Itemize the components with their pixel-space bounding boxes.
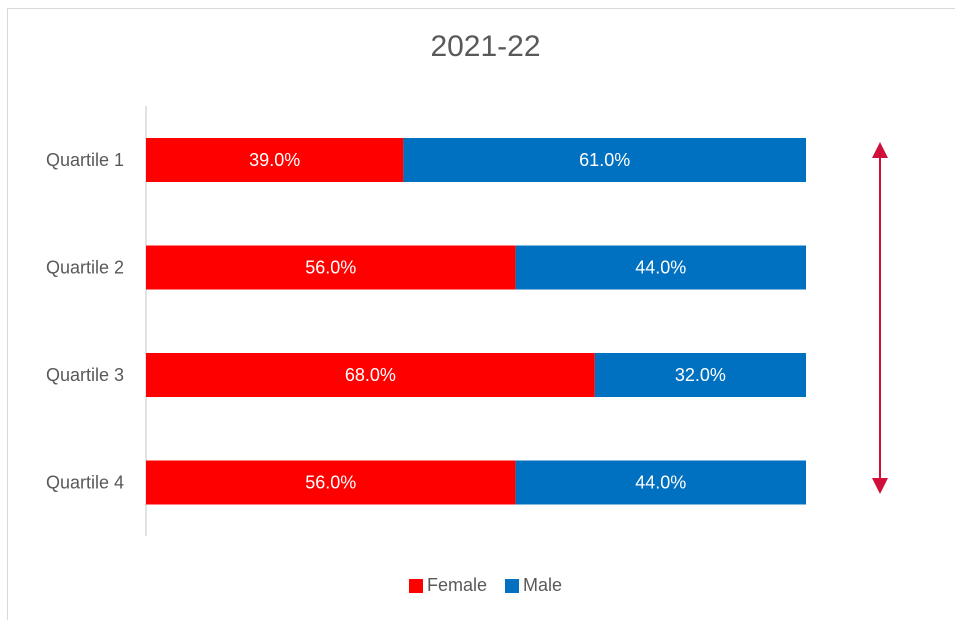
legend-label-female: Female: [426, 575, 487, 595]
data-label-male-quartile-3: 32.0%: [675, 365, 726, 385]
bar-male-quartile-4: [515, 460, 806, 505]
bar-female-quartile-2: [146, 245, 516, 290]
category-label-quartile-1: Quartile 1: [46, 150, 124, 170]
data-label-female-quartile-3: 68.0%: [345, 365, 396, 385]
data-label-male-quartile-4: 44.0%: [635, 473, 686, 493]
bar-male-quartile-3: [594, 353, 806, 397]
chart-title: 2021-22: [430, 30, 541, 63]
bar-female-quartile-3: [146, 353, 595, 397]
data-label-male-quartile-2: 44.0%: [635, 258, 686, 278]
category-label-quartile-3: Quartile 3: [46, 365, 124, 385]
range-double-arrow: [872, 142, 888, 494]
legend-swatch-female: [408, 578, 423, 593]
legend-swatch-male: [505, 578, 519, 593]
legend-item-female: Female: [408, 575, 487, 596]
category-label-quartile-2: Quartile 2: [46, 258, 124, 278]
category-labels: Quartile 1 Quartile 2 Quartile 3 Quartile 4: [46, 150, 124, 493]
legend-item-male: Male: [505, 575, 562, 596]
arrow-head-up-icon: [872, 142, 888, 158]
category-label-quartile-4: Quartile 4: [46, 473, 124, 493]
data-label-female-quartile-4: 56.0%: [305, 473, 356, 493]
legend-label-male: Male: [523, 575, 563, 595]
data-label-male-quartile-1: 61.0%: [579, 150, 630, 170]
data-label-female-quartile-2: 56.0%: [305, 258, 356, 278]
bar-female-quartile-4: [146, 460, 516, 505]
bar-female-quartile-1: [146, 138, 404, 182]
data-label-female-quartile-1: 39.0%: [249, 150, 300, 170]
bar-male-quartile-1: [403, 138, 806, 182]
chart-area: [7, 8, 955, 620]
arrow-head-down-icon: [872, 478, 888, 494]
legend: Female Male: [0, 575, 956, 596]
bar-group: 39.0% 61.0% 56.0% 44.0% 68.0% 32.0% 56.0% 44.0%: [146, 138, 806, 505]
bar-male-quartile-2: [515, 245, 806, 290]
